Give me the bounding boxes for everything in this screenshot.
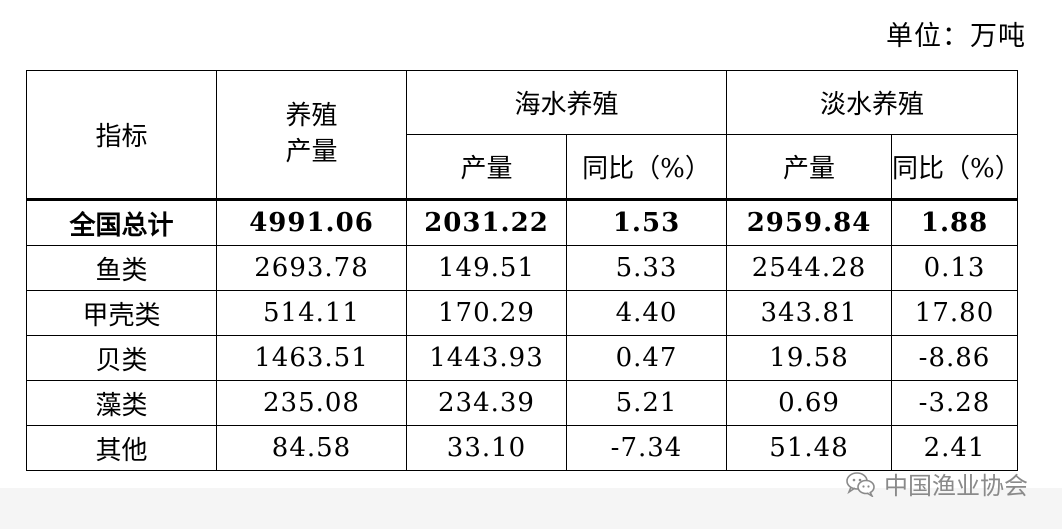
unit-label: 单位：万吨 [886,21,1026,52]
header-fresh-yoy: 同比（%） [891,134,1021,200]
row-name: 全国总计 [26,198,217,246]
row-name: 鱼类 [26,245,217,291]
cell-total: 235.08 [216,380,407,426]
table-row: 其他 84.58 33.10 -7.34 51.48 2.41 [26,425,1019,471]
header-marine: 海水养殖 [405,70,728,135]
cell-fresh-output: 0.69 [726,380,893,426]
table-row: 藻类 235.08 234.39 5.21 0.69 -3.28 [26,380,1019,426]
cell-fresh-output: 2544.28 [726,245,893,291]
cell-fresh-yoy: 1.88 [891,198,1019,246]
cell-fresh-output: 19.58 [726,335,893,381]
table-row: 贝类 1463.51 1443.93 0.47 19.58 -8.86 [26,335,1019,381]
cell-fresh-yoy: 2.41 [891,425,1019,471]
cell-marine-output: 2031.22 [406,198,567,246]
table-row: 甲壳类 514.11 170.29 4.40 343.81 17.80 [26,290,1019,336]
cell-total: 4991.06 [216,198,407,246]
row-name: 藻类 [26,380,217,426]
wechat-icon [846,471,876,498]
header-freshwater: 淡水养殖 [726,70,1019,135]
cell-total: 1463.51 [216,335,407,381]
watermark: 中国渔业协会 [846,466,1028,501]
cell-fresh-output: 343.81 [726,290,893,336]
row-name: 甲壳类 [26,290,217,336]
cell-marine-output: 234.39 [406,380,567,426]
cell-fresh-yoy: 17.80 [891,290,1019,336]
cell-marine-yoy: 0.47 [565,335,728,381]
cell-marine-yoy: -7.34 [565,425,728,471]
cell-fresh-yoy: -3.28 [891,380,1019,426]
cell-marine-yoy: 5.33 [565,245,728,291]
watermark-text: 中国渔业协会 [884,472,1028,500]
cell-fresh-output: 51.48 [726,425,893,471]
footer-band [0,488,1062,529]
row-name: 其他 [26,425,217,471]
header-marine-yoy: 同比（%） [565,134,728,200]
cell-marine-yoy: 4.40 [565,290,728,336]
cell-marine-output: 1443.93 [406,335,567,381]
header-indicator: 指标 [26,70,217,200]
table-row: 鱼类 2693.78 149.51 5.33 2544.28 0.13 [26,245,1019,291]
cell-marine-output: 149.51 [406,245,567,291]
cell-fresh-yoy: -8.86 [891,335,1019,381]
header-fresh-output: 产量 [726,134,893,200]
cell-marine-yoy: 1.53 [565,198,728,246]
cell-fresh-yoy: 0.13 [891,245,1019,291]
row-name: 贝类 [26,335,217,381]
header-marine-output: 产量 [406,134,567,200]
table-row: 全国总计 4991.06 2031.22 1.53 2959.84 1.88 [26,198,1019,246]
aquaculture-table: 指标 养殖 产量 海水养殖 淡水养殖 产量 同比（%） 产量 同比（%） 全国总… [26,70,1021,471]
header-aquaculture-output: 养殖 产量 [216,70,407,200]
cell-fresh-output: 2959.84 [726,198,893,246]
cell-marine-output: 170.29 [406,290,567,336]
header-aquaculture-output-text: 养殖 产量 [285,101,338,167]
cell-total: 2693.78 [216,245,407,291]
cell-total: 84.58 [216,425,407,471]
cell-marine-output: 33.10 [406,425,567,471]
cell-total: 514.11 [216,290,407,336]
cell-marine-yoy: 5.21 [565,380,728,426]
